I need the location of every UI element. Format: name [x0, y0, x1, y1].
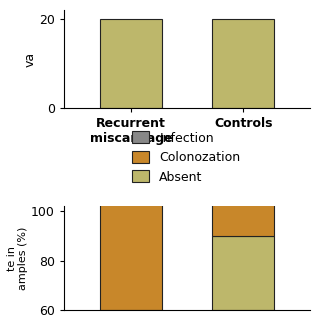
Bar [212, 19, 274, 108]
Bar [212, 236, 274, 310]
Legend: Infection, Colonozation, Absent: Infection, Colonozation, Absent [132, 131, 240, 184]
Bar [212, 149, 274, 236]
Y-axis label: va: va [23, 52, 36, 67]
Bar [100, 19, 162, 108]
Y-axis label: te in
amples (%): te in amples (%) [7, 227, 28, 290]
Bar [100, 105, 162, 310]
Bar [212, 132, 274, 149]
Bar [100, 63, 162, 105]
